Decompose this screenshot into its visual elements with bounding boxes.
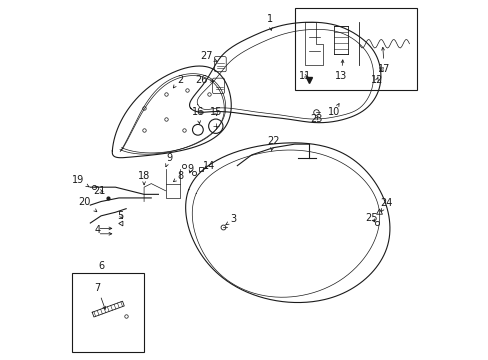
Text: 2: 2	[173, 75, 183, 88]
Text: 26: 26	[195, 75, 213, 85]
Text: 18: 18	[138, 171, 150, 185]
Text: 17: 17	[377, 48, 390, 74]
Text: 27: 27	[200, 51, 216, 61]
Bar	[72, 273, 144, 352]
Text: 19: 19	[71, 175, 89, 187]
Text: 6: 6	[98, 261, 104, 271]
Text: 12: 12	[370, 75, 383, 85]
Text: 1: 1	[266, 14, 272, 30]
Text: 24: 24	[379, 198, 391, 212]
Text: 9: 9	[165, 153, 172, 167]
Text: 5: 5	[118, 211, 123, 221]
Text: 23: 23	[309, 114, 322, 124]
Text: 20: 20	[79, 197, 97, 212]
Text: 21: 21	[93, 186, 105, 196]
Text: 13: 13	[334, 60, 347, 81]
Text: 10: 10	[327, 104, 340, 117]
Text: 11: 11	[299, 71, 311, 81]
Bar	[294, 8, 416, 90]
Text: 8: 8	[173, 171, 183, 181]
Text: 14: 14	[202, 161, 214, 171]
Text: 4: 4	[94, 225, 101, 235]
Text: 15: 15	[209, 107, 222, 117]
Text: 25: 25	[365, 213, 377, 222]
Text: 22: 22	[266, 136, 279, 151]
Text: 9: 9	[187, 164, 193, 174]
Text: 16: 16	[191, 107, 203, 123]
Text: 7: 7	[94, 283, 105, 309]
Text: 3: 3	[225, 215, 236, 225]
